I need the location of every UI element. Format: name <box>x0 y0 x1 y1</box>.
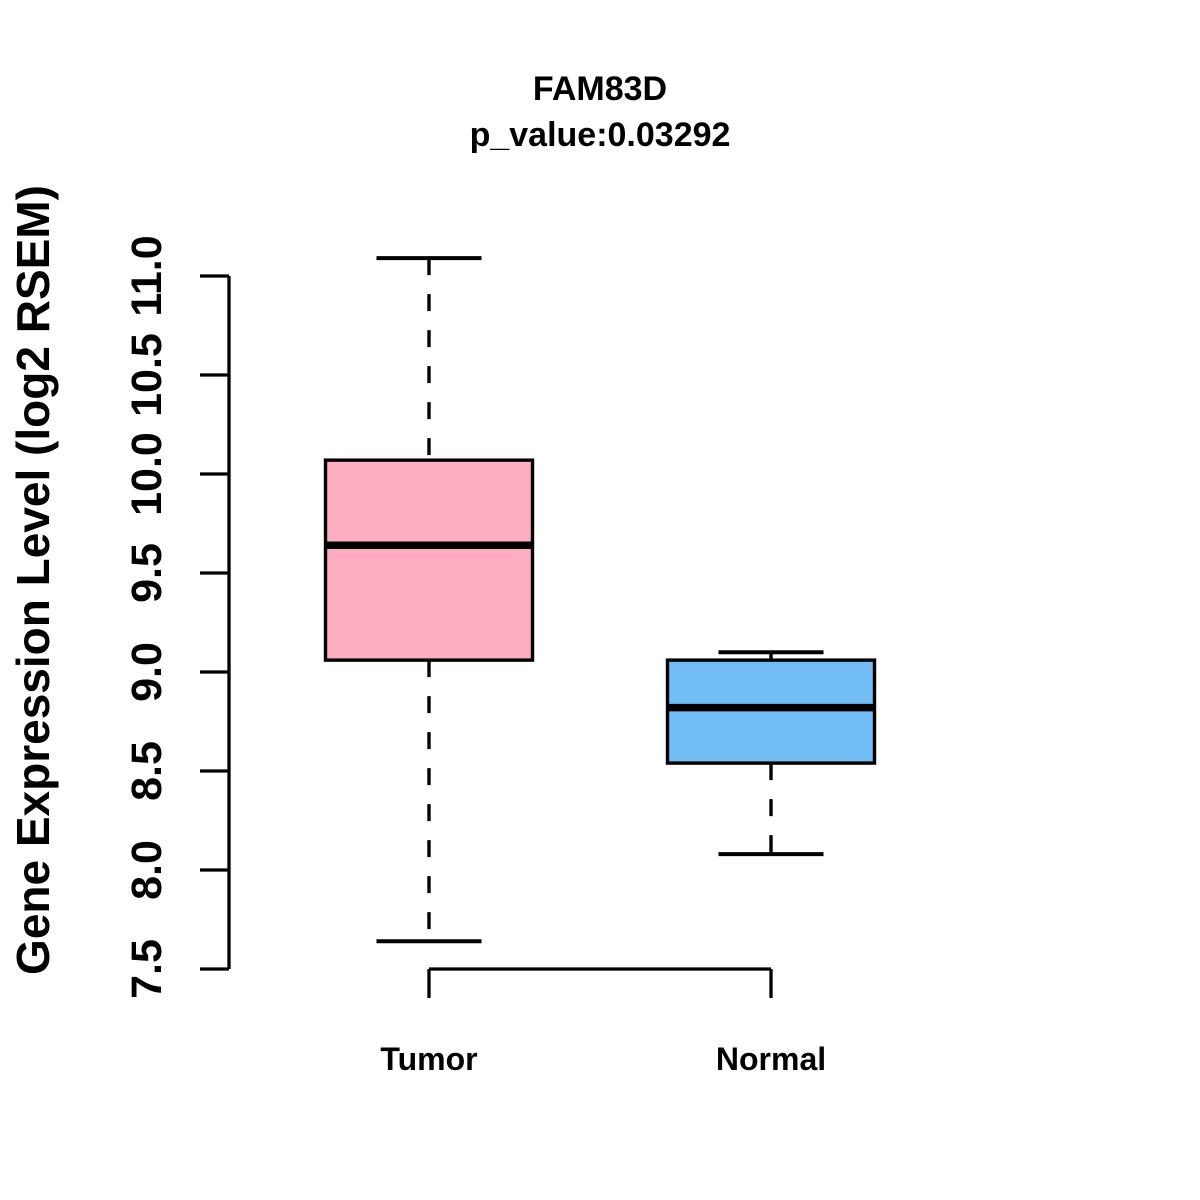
chart-title: FAM83D <box>532 70 668 108</box>
y-tick-label: 11.0 <box>123 235 171 316</box>
x-tick-label-normal: Normal <box>716 1041 826 1077</box>
x-tick-label-tumor: Tumor <box>380 1041 477 1077</box>
y-tick-label: 9.5 <box>123 543 171 603</box>
y-tick-label: 8.5 <box>123 741 171 801</box>
y-tick-label: 7.5 <box>123 939 171 999</box>
normal-box <box>665 658 877 765</box>
tumor-box <box>323 458 535 662</box>
y-tick-label: 8.0 <box>123 840 171 900</box>
y-tick-label: 9.0 <box>123 642 171 702</box>
y-tick-label: 10.0 <box>123 432 171 516</box>
chart-p-value-subtitle: p_value:0.03292 <box>469 116 731 154</box>
y-tick-label: 10.5 <box>123 333 171 417</box>
